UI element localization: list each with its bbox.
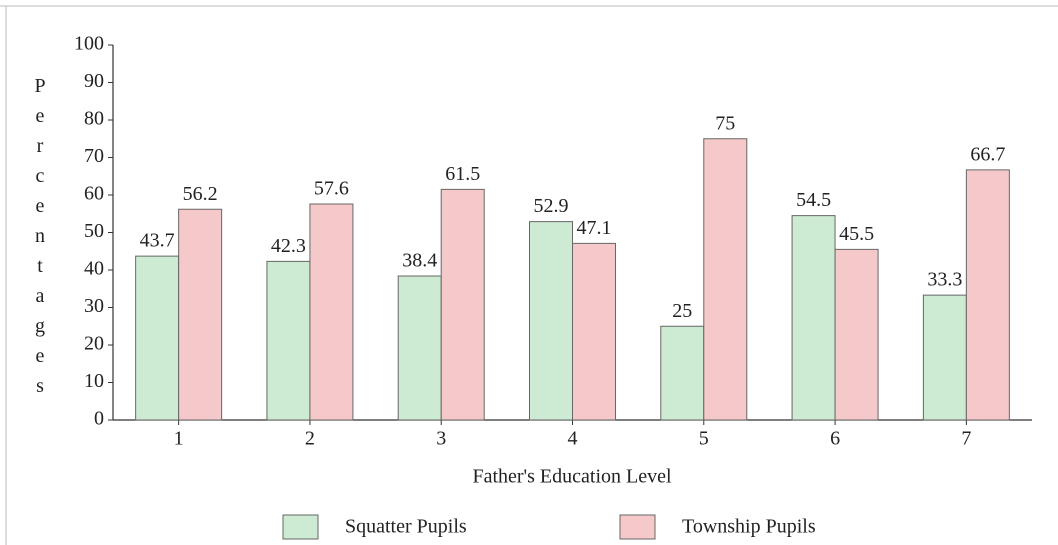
y-tick-label: 60	[84, 183, 104, 205]
y-tick-label: 40	[84, 258, 104, 280]
value-label: 38.4	[402, 250, 437, 272]
value-label: 43.7	[140, 230, 175, 252]
x-tick-label: 3	[436, 428, 446, 450]
bar	[440, 188, 485, 421]
bar	[397, 275, 442, 421]
legend-label: Squatter Pupils	[345, 516, 467, 538]
y-tick-label: 70	[84, 145, 104, 167]
value-label: 56.2	[183, 183, 218, 205]
bar	[529, 221, 573, 421]
x-tick-label: 5	[699, 428, 709, 450]
legend-swatch	[619, 514, 656, 540]
value-label: 25	[672, 300, 692, 322]
value-label: 66.7	[970, 143, 1005, 165]
legend-swatch	[282, 514, 319, 540]
y-tick-label: 80	[84, 108, 104, 130]
y-tick-label: 20	[84, 333, 104, 355]
y-tick-label: 30	[84, 295, 104, 317]
value-label: 57.6	[314, 178, 349, 200]
value-label: 47.1	[577, 217, 612, 239]
value-label: 75	[715, 112, 735, 134]
value-label: 61.5	[445, 163, 480, 185]
x-tick-label: 4	[568, 428, 578, 450]
y-tick-label: 50	[84, 220, 104, 242]
y-axis-label: Percentages	[29, 75, 51, 405]
value-label: 42.3	[271, 235, 306, 257]
value-label: 45.5	[839, 223, 874, 245]
bar	[703, 138, 748, 421]
bar	[266, 260, 311, 421]
value-label: 33.3	[927, 269, 962, 291]
x-tick-label: 1	[174, 428, 184, 450]
bar	[135, 255, 180, 421]
value-label: 52.9	[534, 195, 569, 217]
bar	[572, 242, 616, 421]
bar	[660, 325, 705, 421]
y-tick-label: 10	[84, 370, 104, 392]
bar	[834, 248, 879, 421]
y-tick-label: 100	[74, 33, 104, 55]
legend-label: Township Pupils	[682, 516, 816, 538]
y-tick-label: 90	[84, 70, 104, 92]
bar	[178, 208, 223, 421]
x-tick-label: 7	[961, 428, 971, 450]
value-label: 54.5	[796, 189, 831, 211]
x-axis-label: Father's Education Level	[472, 466, 672, 488]
x-tick-label: 6	[830, 428, 840, 450]
x-tick-label: 2	[305, 428, 315, 450]
y-tick-label: 0	[94, 408, 104, 430]
bar	[791, 215, 836, 421]
bar	[965, 169, 1010, 421]
bar	[309, 203, 354, 421]
bar	[922, 294, 967, 421]
